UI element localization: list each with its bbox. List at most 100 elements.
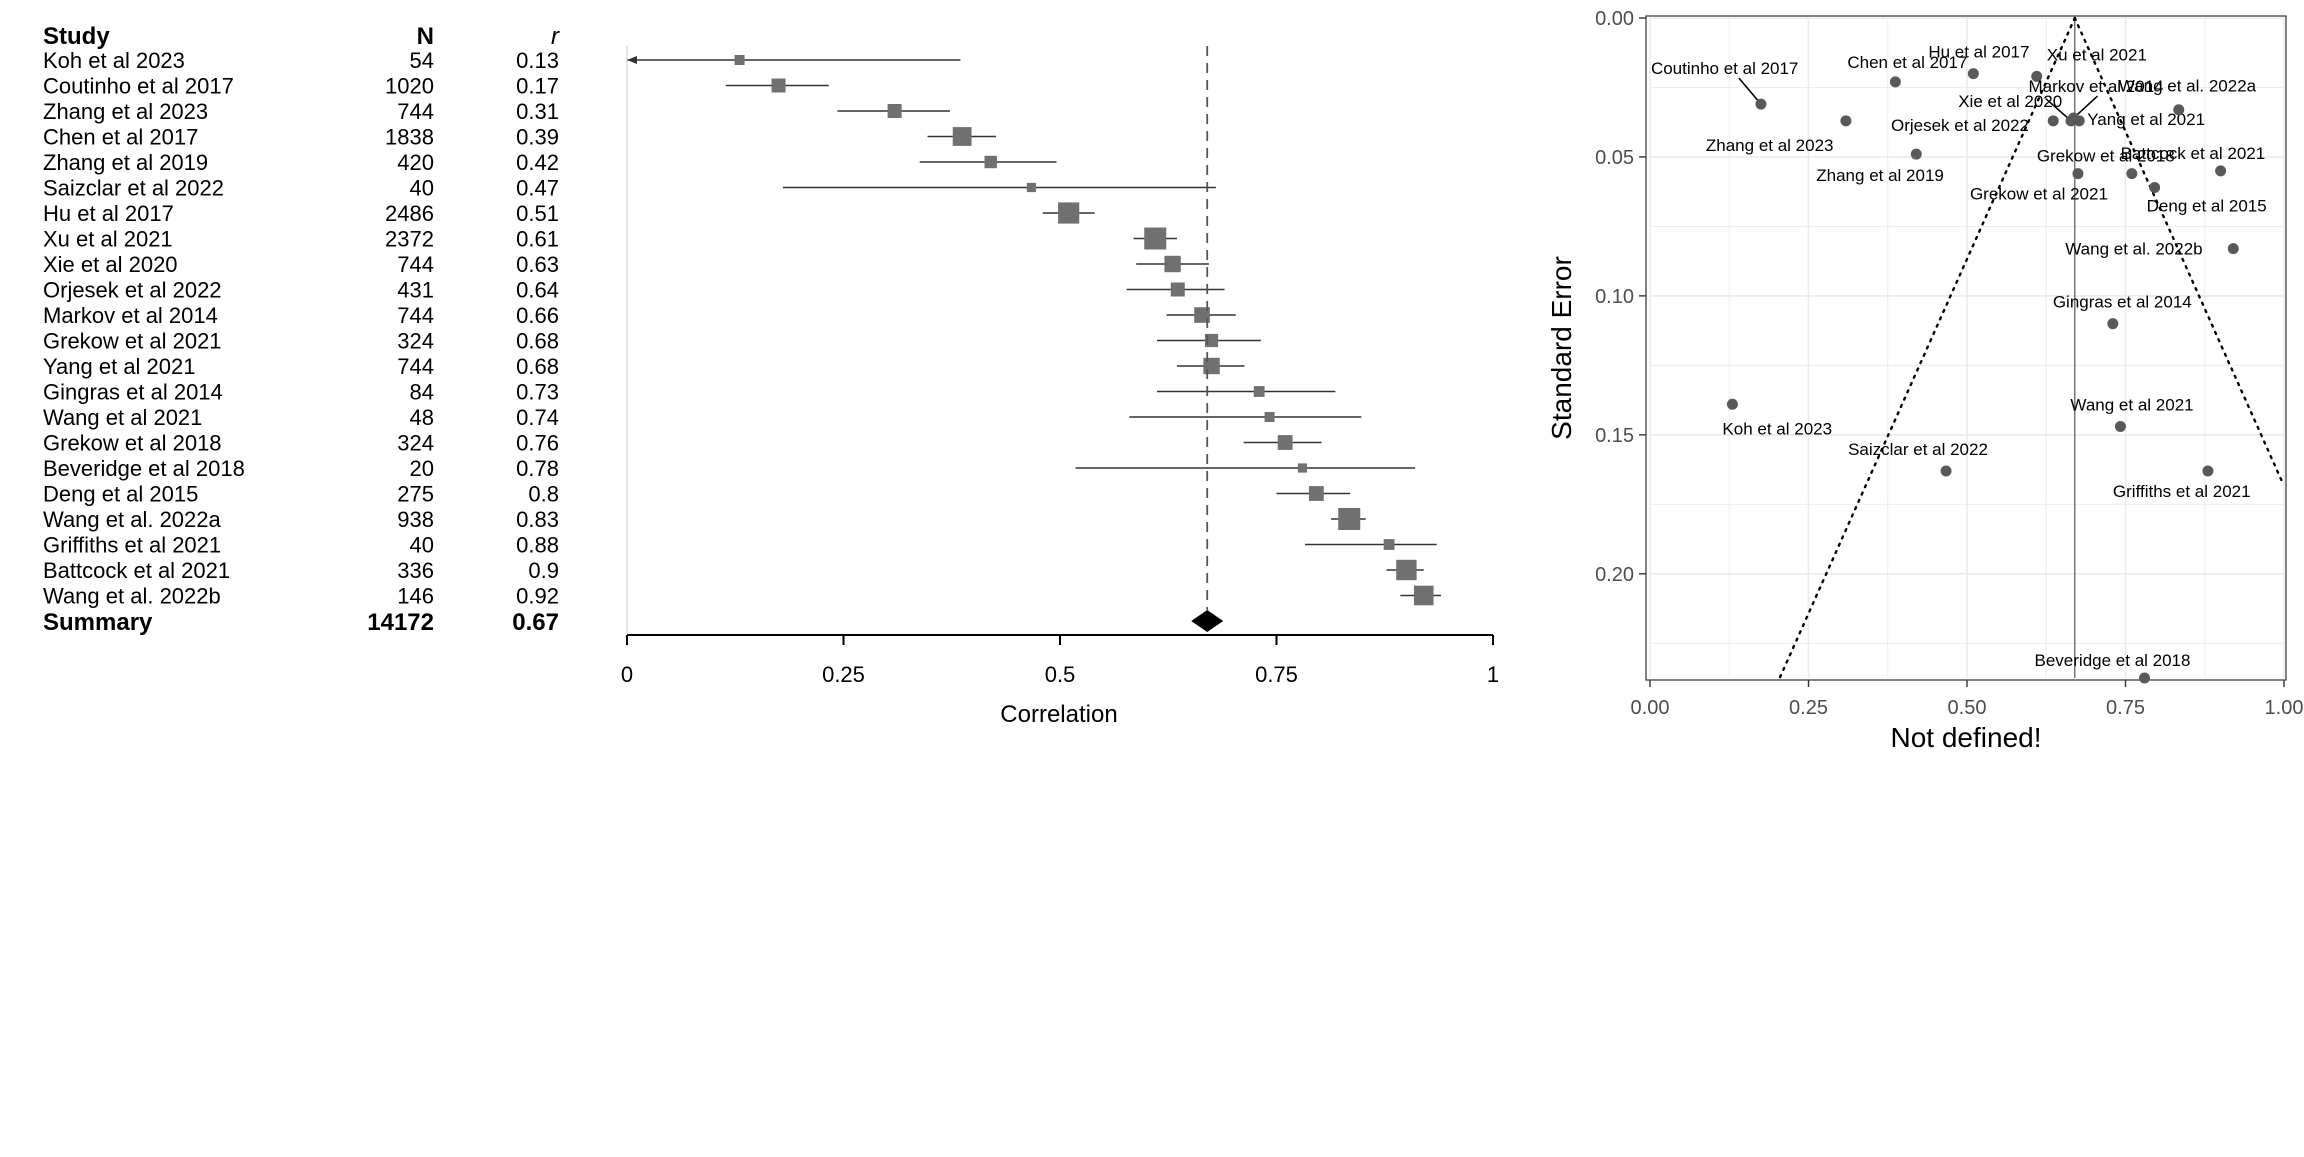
forest-row-r: 0.74	[516, 405, 559, 430]
funnel-point-group: Orjesek et al 2022	[1891, 98, 2077, 135]
forest-row-study: Wang et al. 2022b	[43, 584, 221, 609]
funnel-point-label: Beveridge et al 2018	[2035, 651, 2191, 670]
forest-point-box	[1277, 435, 1293, 450]
forest-row: Xie et al 2020 744 0.63	[43, 252, 1209, 277]
funnel-point	[2139, 672, 2151, 684]
funnel-point	[2107, 318, 2119, 330]
funnel-panel	[1645, 15, 2287, 681]
funnel-point-group: Hu et al 2017	[1928, 43, 2029, 80]
funnel-point	[1889, 76, 1901, 88]
forest-point-box	[771, 78, 786, 93]
forest-row-r: 0.63	[516, 252, 559, 277]
forest-x-tick-label: 0	[621, 662, 633, 687]
forest-row-r: 0.92	[516, 584, 559, 609]
funnel-point-label: Xie et al 2020	[1958, 92, 2062, 111]
funnel-point-label: Chen et al 2017	[1847, 53, 1967, 72]
funnel-point-label: Hu et al 2017	[1928, 43, 2029, 62]
summary-r: 0.67	[512, 609, 559, 636]
funnel-point-label: Zhang et al 2019	[1816, 166, 1944, 185]
forest-row: Battcock et al 2021 336 0.9	[43, 558, 1424, 583]
funnel-point	[2072, 168, 2084, 180]
funnel-point-group: Saizclar et al 2022	[1848, 440, 1988, 477]
forest-point-box	[1413, 585, 1434, 606]
forest-point-box	[952, 127, 972, 146]
forest-point-box	[1396, 559, 1417, 581]
forest-ci-arrow	[627, 56, 637, 64]
forest-row-r: 0.31	[516, 99, 559, 124]
forest-row-study: Grekow et al 2018	[43, 431, 222, 456]
funnel-point-group: Wang et al 2021	[2070, 396, 2194, 433]
funnel-point-group: Xu et al 2021	[2031, 45, 2147, 82]
forest-row-study: Chen et al 2017	[43, 125, 198, 150]
forest-row-r: 0.61	[516, 227, 559, 252]
funnel-x-tick-label: 1.00	[2265, 697, 2304, 719]
forest-row: Wang et al. 2022b 146 0.92	[43, 584, 1442, 609]
forest-point-box	[1144, 227, 1167, 250]
funnel-point-label: Markov et al 2014	[2029, 77, 2164, 96]
funnel-y-tick-label: 0.15	[1595, 425, 1634, 447]
forest-x-tick-label: 0.5	[1045, 662, 1076, 687]
forest-row-n: 275	[397, 482, 434, 507]
forest-row-study: Zhang et al 2023	[43, 99, 208, 124]
forest-row: Grekow et al 2021 324 0.68	[43, 329, 1261, 354]
funnel-point	[1910, 148, 1922, 160]
funnel-point-label: Battcock et al 2021	[2121, 144, 2266, 163]
forest-row: Deng et al 2015 275 0.8	[43, 482, 1351, 507]
forest-row-r: 0.78	[516, 456, 559, 481]
forest-row-r: 0.9	[528, 558, 559, 583]
funnel-point-group: Gingras et al 2014	[2053, 293, 2192, 330]
forest-row-n: 1838	[385, 125, 434, 150]
funnel-label-connector	[2045, 98, 2072, 122]
forest-row-r: 0.68	[516, 329, 559, 354]
forest-point-box	[1194, 307, 1210, 323]
forest-point-box	[1058, 202, 1080, 224]
funnel-x-tick-label: 0.50	[1948, 697, 1987, 719]
funnel-point-group: Coutinho et al 2017	[1651, 59, 1798, 110]
funnel-y-axis-label: Standard Error	[1546, 256, 1577, 440]
funnel-point	[2173, 104, 2185, 116]
funnel-point	[1755, 98, 1767, 110]
funnel-point-group: Yang et al 2021	[2073, 110, 2205, 129]
funnel-point-group: Griffiths et al 2021	[2113, 465, 2251, 501]
forest-row-r: 0.51	[516, 201, 559, 226]
forest-row-r: 0.76	[516, 431, 559, 456]
funnel-point-label: Wang et al. 2022b	[2065, 240, 2202, 259]
forest-row: Xu et al 2021 2372 0.61	[43, 227, 1177, 252]
summary-n: 14172	[367, 609, 434, 636]
forest-row-study: Orjesek et al 2022	[43, 278, 222, 303]
forest-row-r: 0.83	[516, 507, 559, 532]
forest-row: Beveridge et al 2018 20 0.78	[43, 456, 1416, 481]
forest-row-n: 20	[410, 456, 434, 481]
funnel-point-label: Yang et al 2021	[2087, 110, 2205, 129]
funnel-point-group: Zhang et al 2023	[1706, 115, 1852, 155]
col-header-n: N	[417, 23, 434, 50]
funnel-point	[1940, 465, 1952, 477]
funnel-point-group: Deng et al 2015	[2147, 182, 2267, 216]
funnel-point-label: Orjesek et al 2022	[1891, 116, 2029, 135]
funnel-point	[1840, 115, 1852, 127]
forest-row-r: 0.13	[516, 48, 559, 73]
funnel-point-label: Coutinho et al 2017	[1651, 59, 1798, 78]
forest-row-study: Wang et al. 2022a	[43, 507, 222, 532]
forest-row-n: 54	[410, 48, 434, 73]
forest-row-n: 40	[410, 176, 434, 201]
forest-row-study: Gingras et al 2014	[43, 380, 223, 405]
forest-point-box	[984, 155, 997, 169]
forest-row-r: 0.68	[516, 354, 559, 379]
forest-row-r: 0.42	[516, 150, 559, 175]
forest-row-n: 744	[397, 99, 434, 124]
forest-x-tick-label: 0.75	[1255, 662, 1298, 687]
funnel-point-label: Wang et al 2021	[2070, 396, 2193, 415]
forest-row-r: 0.39	[516, 125, 559, 150]
forest-summary: Summary 14172 0.67	[43, 609, 1224, 636]
funnel-point-label: Xu et al 2021	[2047, 45, 2147, 64]
funnel-x-tick-label: 0.00	[1631, 697, 1670, 719]
funnel-point-label: Griffiths et al 2021	[2113, 482, 2251, 501]
funnel-point-group: Chen et al 2017	[1847, 53, 1967, 88]
forest-row-n: 324	[397, 329, 434, 354]
funnel-point	[2227, 243, 2239, 255]
funnel-point	[1726, 398, 1738, 410]
funnel-point	[2126, 168, 2138, 180]
